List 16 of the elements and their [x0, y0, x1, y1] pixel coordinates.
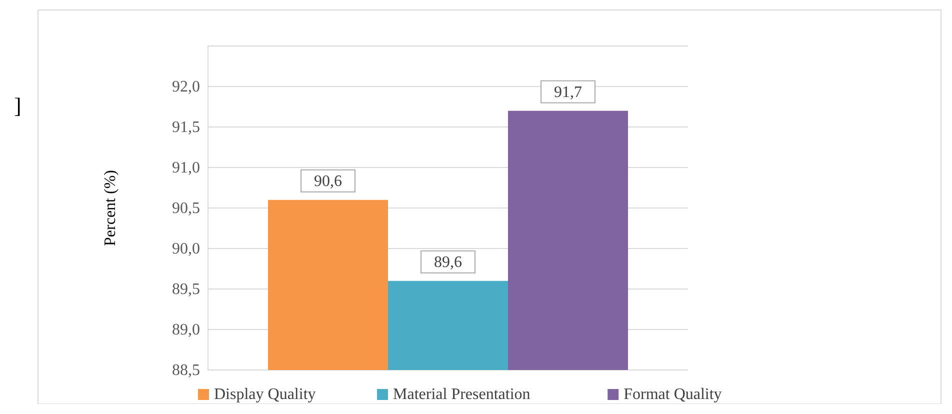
y-tick-label: 91,5: [172, 119, 200, 136]
legend-label: Format Quality: [624, 386, 722, 403]
y-tick-label: 92,0: [172, 78, 200, 96]
y-tick-label: 88,5: [172, 362, 200, 379]
y-tick-label: 91,0: [172, 160, 200, 176]
y-tick-label: 90,5: [172, 200, 200, 217]
data-label: 89,6: [434, 254, 462, 271]
data-label: 90,6: [314, 172, 342, 190]
y-tick-label: 89,5: [172, 281, 200, 298]
y-tick-label: 90,0: [172, 240, 200, 258]
legend-label: Display Quality: [214, 386, 316, 403]
y-axis-title: Percent (%): [102, 170, 119, 246]
text: ]: [14, 93, 22, 118]
data-label: 91,7: [554, 84, 582, 101]
legend-label: Material Presentation: [393, 386, 530, 403]
y-tick-label: 89,0: [172, 322, 200, 338]
